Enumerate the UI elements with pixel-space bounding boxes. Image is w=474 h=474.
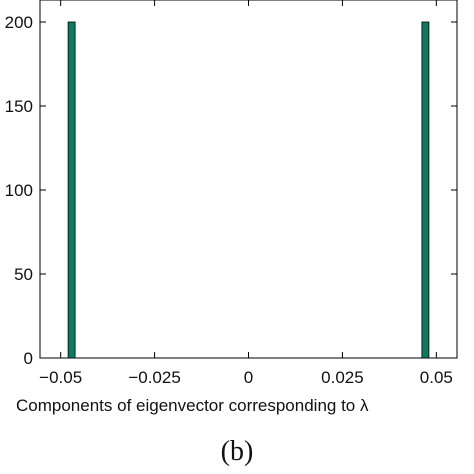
y-ticks-group: 050100150200250 <box>5 13 457 368</box>
x-tick-label: −0.05 <box>39 368 82 387</box>
y-tick-label: 0 <box>24 349 33 368</box>
panel-label: (b) <box>221 436 254 467</box>
y-tick-label: 150 <box>5 97 33 116</box>
x-tick-label: 0 <box>244 368 253 387</box>
x-axis-label: Components of eigenvector corresponding … <box>16 396 369 415</box>
histogram-bar <box>67 21 76 359</box>
y-tick-label: 50 <box>14 265 33 284</box>
x-tick-label: 0.025 <box>321 368 364 387</box>
y-tick-label: 100 <box>5 181 33 200</box>
y-tick-label: 200 <box>5 13 33 32</box>
histogram-bar <box>421 21 430 359</box>
x-tick-label: −0.025 <box>128 368 180 387</box>
bars-group <box>67 21 430 359</box>
x-tick-label: 0.05 <box>420 368 453 387</box>
plot-area <box>39 0 458 359</box>
x-ticks-group: −0.05 −0.025 0 0.025 0.05 <box>39 0 453 387</box>
